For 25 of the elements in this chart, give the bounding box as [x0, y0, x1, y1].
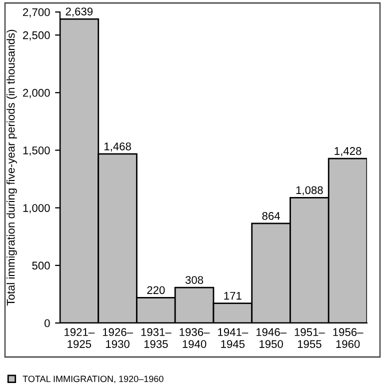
x-tick-label: 1936– 1940: [180, 328, 210, 348]
x-tick-label: 1956– 1960: [333, 328, 364, 348]
x-tick-label: 1941– 1945: [218, 328, 248, 348]
y-tick-label: 2,000: [23, 88, 50, 98]
x-tick-label: 1931– 1935: [141, 328, 172, 348]
x-tick-label: 1926– 1930: [102, 328, 134, 348]
text: 1,088: [296, 186, 323, 196]
legend-label: TOTAL IMMIGRATION, 1920–1960: [22, 376, 164, 384]
text: 2,639: [66, 8, 93, 17]
y-tick-label: 2,500: [23, 31, 50, 40]
y-tick-label: 0: [44, 319, 50, 328]
x-tick-label: 1951– 1955: [294, 328, 325, 348]
text: 308: [185, 276, 204, 284]
y-tick-label: 1,500: [23, 146, 50, 156]
text: 171: [224, 292, 242, 300]
text: 1,468: [104, 142, 131, 152]
x-tick-label: 1946– 1950: [256, 328, 287, 348]
y-tick-label: 500: [32, 262, 50, 270]
y-tick-label: 2,700: [23, 8, 50, 18]
text: 864: [262, 212, 280, 220]
y-axis-title: Total immigration during five-year periods (in thousands): [6, 30, 17, 306]
text: 220: [147, 286, 165, 294]
x-tick-label: 1921– 1925: [64, 328, 95, 348]
text: 1,428: [334, 147, 362, 156]
y-tick-label: 1,000: [23, 204, 50, 214]
